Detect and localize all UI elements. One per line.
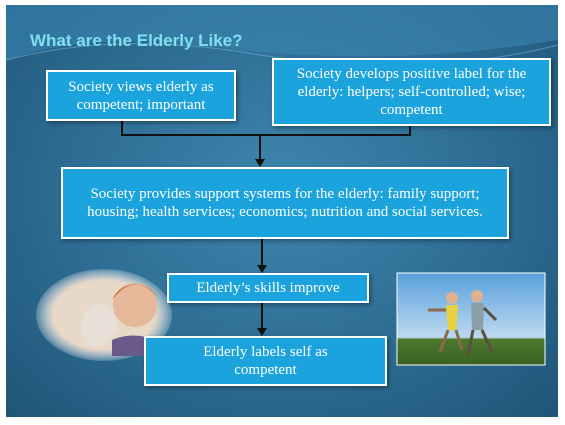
person	[471, 290, 483, 302]
slide-title: What are the Elderly Like?	[30, 31, 243, 51]
arrowhead	[257, 328, 267, 336]
person	[446, 292, 458, 304]
arrowhead	[255, 159, 265, 167]
photo-frame	[397, 273, 545, 365]
node-box: Society develops positive label for the …	[272, 58, 551, 126]
page: What are the Elderly Like? Society views…	[0, 0, 565, 425]
person	[471, 303, 484, 330]
node-box: Society views elderly as competent; impo…	[46, 70, 236, 121]
photo-couple	[397, 273, 545, 365]
arrowhead	[257, 265, 267, 273]
person	[446, 305, 458, 330]
node-box: Elderly’s skills improve	[167, 273, 369, 303]
node-box: Elderly labels self as competent	[144, 336, 387, 386]
node-box: Society provides support systems for the…	[61, 167, 509, 239]
